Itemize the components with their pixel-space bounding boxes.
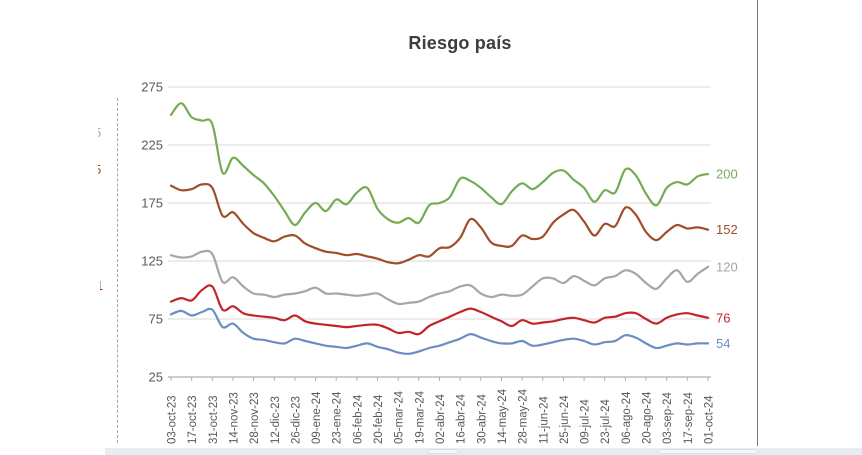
horizontal-scrollbar[interactable]	[105, 448, 862, 455]
x-axis-label: 28-may-24	[518, 388, 530, 444]
x-axis-label: 06-ago-24	[621, 391, 633, 444]
edge-fragment: )	[99, 182, 108, 199]
scrollbar-thumb[interactable]	[427, 449, 459, 454]
series-end-label-gray: 120	[716, 259, 738, 274]
x-axis-label: 26-dic-23	[290, 396, 302, 444]
x-axis-label: 19-mar-24	[414, 390, 426, 444]
y-axis-label: 25	[149, 370, 163, 385]
panel-right-border	[757, 0, 758, 446]
x-axis-label: 28-nov-23	[249, 392, 261, 444]
x-axis-label: 20-ago-24	[642, 391, 654, 444]
x-axis-label: 09-jul-24	[580, 399, 592, 444]
x-axis-label: 11-jun-24	[538, 396, 550, 444]
series-line-blue	[169, 307, 710, 355]
x-axis-label: 03-oct-23	[167, 395, 179, 444]
series-line-green	[169, 102, 710, 227]
x-axis-label: 20-feb-24	[373, 394, 385, 444]
y-axis-label: 225	[141, 138, 163, 153]
x-axis-label: 03-sep-24	[662, 392, 674, 444]
edge-fragment: 5	[98, 125, 107, 142]
page-break-dashed-line	[117, 98, 118, 443]
series-line-red	[169, 284, 710, 336]
x-axis-label: 02-abr-24	[435, 394, 447, 444]
x-axis-label: 12-dic-23	[270, 396, 282, 444]
x-axis-label: 23-ene-24	[332, 391, 344, 444]
series-line-brown	[169, 182, 710, 265]
chart-title: Riesgo país	[408, 33, 512, 53]
edge-fragment: )	[99, 259, 108, 276]
x-axis-label: 17-sep-24	[683, 392, 695, 444]
x-axis-label: 05-mar-24	[394, 390, 406, 444]
x-axis-label: 31-oct-23	[208, 395, 220, 444]
y-axis-label: 175	[141, 196, 163, 211]
edge-fragment: 5	[98, 162, 107, 179]
series-line-gray	[169, 249, 710, 306]
x-axis-label: 30-abr-24	[476, 394, 488, 444]
x-axis-label: 25-jun-24	[559, 395, 571, 444]
x-axis-label: 23-jul-24	[600, 399, 612, 444]
y-axis-label: 125	[141, 254, 163, 269]
x-axis-label: 14-may-24	[497, 388, 509, 444]
scrollbar-thumb[interactable]	[658, 449, 758, 454]
x-axis-label: 01-oct-24	[704, 395, 716, 444]
x-axis-label: 16-abr-24	[456, 394, 468, 444]
x-axis-label: 17-oct-23	[187, 395, 199, 444]
x-axis-label: 09-ene-24	[311, 391, 323, 444]
series-end-label-red: 76	[716, 310, 730, 325]
y-axis-label: 75	[149, 312, 163, 327]
x-axis-label: 06-feb-24	[352, 394, 364, 444]
series-end-label-brown: 152	[716, 222, 738, 237]
series-end-label-blue: 54	[716, 336, 730, 351]
y-axis-label: 275	[141, 80, 163, 95]
edge-fragment: 1	[100, 278, 109, 295]
x-axis-label: 14-nov-23	[229, 392, 241, 444]
series-end-label-green: 200	[716, 167, 738, 182]
